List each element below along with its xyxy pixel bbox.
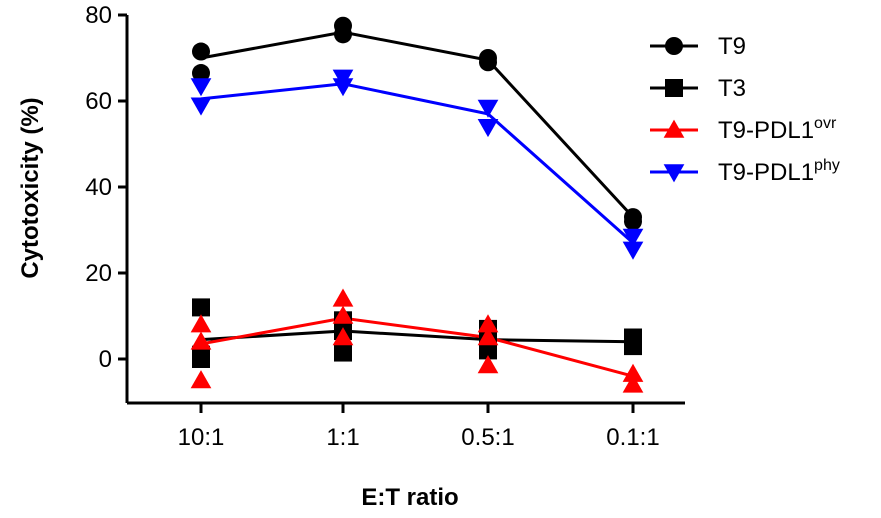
legend-label: T9: [718, 33, 746, 60]
x-tick-label: 10:1: [178, 424, 225, 451]
legend-marker: [665, 37, 683, 55]
legend-label: T9-PDL1phy: [718, 157, 840, 186]
legend-label: T3: [718, 75, 746, 102]
legend-label-base: T9-PDL1: [718, 159, 814, 186]
legend-label-base: T9: [718, 33, 746, 60]
data-point-t3: [192, 298, 210, 316]
y-tick-label: 20: [85, 260, 112, 287]
data-point-t9-pdl1phy: [191, 98, 212, 116]
legend-label: T9-PDL1ovr: [718, 115, 837, 144]
x-tick-label: 1:1: [326, 424, 359, 451]
data-point-t9-pdl1phy: [478, 100, 499, 118]
legend-entry-t9-pdl1phy: T9-PDL1phy: [650, 157, 840, 186]
data-point-t9-pdl1ovr: [191, 314, 212, 332]
legend-label-superscript: phy: [814, 157, 840, 174]
x-tick-label: 0.5:1: [461, 424, 514, 451]
x-axis-title: E:T ratio: [361, 484, 458, 511]
data-point-t3: [624, 337, 642, 355]
series-line-t9: [201, 32, 633, 217]
legend-marker: [665, 79, 683, 97]
data-point-t9: [479, 53, 497, 71]
legend-entry-t9-pdl1ovr: T9-PDL1ovr: [650, 115, 837, 144]
series-lines: [201, 32, 633, 376]
series-line-t9-pdl1phy: [201, 84, 633, 243]
data-point-t9: [334, 25, 352, 43]
x-tick-label: 0.1:1: [606, 424, 659, 451]
data-point-t9-pdl1ovr: [333, 288, 354, 306]
legend-entry-t9: T9: [650, 33, 746, 60]
data-point-t9-pdl1phy: [478, 119, 499, 137]
data-point-t9-pdl1phy: [623, 242, 644, 260]
series-line-t9-pdl1ovr: [201, 318, 633, 376]
legend-label-base: T3: [718, 75, 746, 102]
y-tick-label: 0: [99, 346, 112, 373]
legend-label-base: T9-PDL1: [718, 117, 814, 144]
y-tick-label: 60: [85, 88, 112, 115]
legend-entry-t3: T3: [650, 75, 746, 102]
legend-label-superscript: ovr: [814, 115, 837, 132]
y-axis-title: Cytotoxicity (%): [17, 97, 44, 278]
data-point-t9: [192, 43, 210, 61]
data-point-t9-pdl1ovr: [191, 370, 212, 388]
data-point-t3: [192, 350, 210, 368]
y-tick-label: 40: [85, 174, 112, 201]
data-point-t9: [624, 212, 642, 230]
axes: 0 20 40 60 80 10:1 1:1 0.5:1 0.1:1: [85, 2, 685, 451]
data-point-t3: [334, 344, 352, 362]
data-point-t9-pdl1phy: [191, 78, 212, 96]
y-tick-label: 80: [85, 2, 112, 29]
data-point-t9-pdl1phy: [333, 78, 354, 96]
